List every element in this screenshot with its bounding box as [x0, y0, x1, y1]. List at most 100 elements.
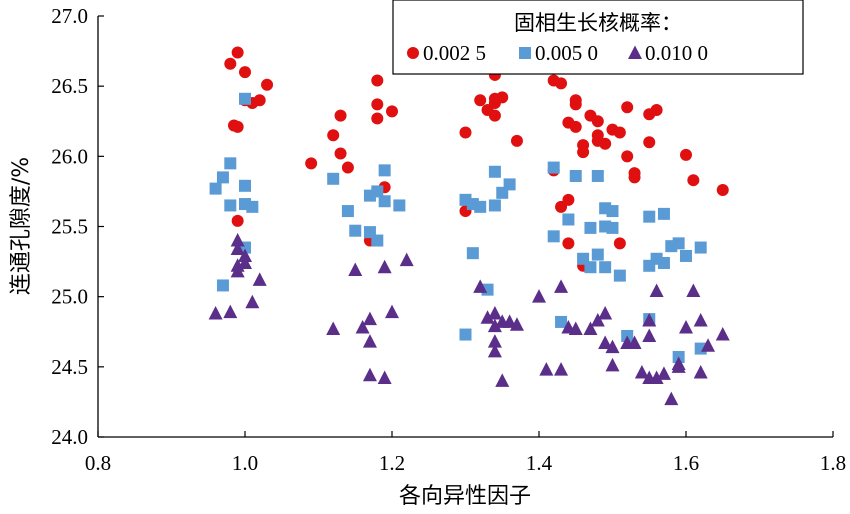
series-square — [209, 92, 707, 364]
data-point-square — [466, 247, 479, 260]
data-point-circle — [621, 150, 634, 163]
data-point-circle — [650, 104, 663, 117]
data-point-square — [577, 252, 590, 265]
x-tick-label: 0.8 — [85, 451, 111, 475]
series-circle — [224, 46, 729, 272]
data-point-square — [547, 230, 560, 243]
data-point-triangle — [487, 318, 502, 333]
data-point-square — [216, 171, 229, 184]
data-point-square — [599, 261, 612, 274]
data-point-circle — [231, 46, 244, 59]
data-point-triangle — [362, 367, 377, 382]
data-point-circle — [628, 167, 641, 180]
data-point-triangle — [362, 311, 377, 326]
y-tick-label: 24.5 — [51, 355, 88, 379]
data-point-square — [555, 315, 568, 328]
data-point-triangle — [252, 272, 267, 286]
data-point-circle — [613, 237, 626, 250]
data-point-circle — [591, 115, 604, 128]
data-point-circle — [555, 77, 568, 90]
legend-title: 固相生长核概率： — [514, 11, 682, 35]
data-point-triangle — [377, 370, 392, 385]
legend-label: 0.005 0 — [535, 41, 598, 65]
data-point-circle — [386, 105, 398, 118]
legend-marker-circle — [407, 47, 419, 59]
data-point-square — [349, 224, 362, 237]
data-point-square — [591, 248, 604, 261]
data-point-triangle — [230, 258, 245, 272]
data-point-triangle — [627, 335, 642, 349]
data-point-triangle — [348, 262, 363, 277]
data-point-triangle — [664, 391, 679, 406]
data-point-circle — [459, 126, 472, 139]
data-point-circle — [621, 101, 634, 114]
data-point-triangle — [649, 283, 664, 298]
data-point-triangle — [679, 320, 693, 334]
data-point-triangle — [693, 364, 708, 379]
x-axis-title: 各向异性因子 — [399, 484, 531, 509]
data-point-triangle — [568, 321, 583, 335]
data-point-square — [474, 200, 487, 213]
data-point-square — [591, 169, 604, 182]
data-point-circle — [474, 94, 487, 107]
y-tick-label: 27.0 — [51, 4, 88, 28]
data-point-triangle — [656, 366, 671, 380]
data-point-square — [209, 182, 222, 195]
data-point-triangle — [686, 283, 701, 298]
data-point-triangle — [355, 320, 370, 334]
data-point-square — [371, 185, 384, 198]
data-point-square — [239, 179, 251, 192]
data-point-triangle — [230, 233, 245, 247]
data-point-triangle — [238, 248, 252, 262]
data-point-square — [239, 92, 251, 105]
legend-label: 0.002 5 — [423, 41, 486, 65]
data-point-triangle — [642, 313, 657, 327]
data-point-triangle — [642, 328, 657, 342]
data-point-triangle — [583, 321, 598, 335]
data-point-square — [503, 178, 516, 191]
data-point-triangle — [487, 343, 502, 358]
data-point-triangle — [480, 310, 495, 324]
data-point-triangle — [385, 304, 399, 319]
data-point-circle — [562, 193, 575, 206]
y-tick-label: 24.0 — [51, 425, 88, 449]
data-point-triangle — [605, 357, 620, 372]
data-point-circle — [716, 184, 729, 197]
data-point-triangle — [245, 294, 260, 309]
data-point-circle — [613, 126, 626, 139]
data-point-triangle — [487, 306, 502, 320]
data-point-circle — [231, 120, 244, 133]
data-point-triangle — [509, 317, 524, 331]
x-tick-label: 1.8 — [820, 451, 846, 475]
data-points — [208, 46, 730, 406]
data-point-square — [584, 221, 597, 234]
data-point-circle — [680, 148, 692, 161]
y-tick-label: 25.0 — [51, 285, 88, 309]
legend-entries: 0.002 5 0.005 0 0.010 0 — [407, 41, 708, 65]
data-point-circle — [562, 237, 575, 250]
data-point-circle — [371, 98, 384, 111]
plot-area: 0.8 1.0 1.2 1.4 1.6 1.8 24.024.525.025.526.02… — [51, 4, 846, 475]
legend-marker-triangle — [628, 45, 642, 59]
data-point-square — [613, 269, 626, 282]
data-point-circle — [510, 134, 523, 147]
data-point-triangle — [642, 370, 657, 385]
data-point-square — [224, 157, 237, 170]
data-point-circle — [577, 146, 590, 159]
data-point-triangle — [590, 313, 605, 327]
data-point-circle — [239, 66, 251, 79]
y-tick-label: 26.5 — [51, 74, 88, 98]
data-point-triangle — [554, 362, 569, 376]
data-point-square — [371, 234, 384, 247]
series-triangle — [208, 233, 730, 406]
data-point-square — [643, 210, 656, 223]
x-tick-label: 1.4 — [526, 451, 553, 475]
data-point-square — [488, 199, 501, 212]
data-point-triangle — [715, 327, 730, 341]
x-tick-label: 1.2 — [379, 451, 405, 475]
data-point-triangle — [598, 335, 613, 349]
data-point-square — [694, 241, 707, 254]
data-point-circle — [224, 57, 237, 70]
data-point-circle — [496, 91, 509, 104]
data-point-square — [216, 279, 229, 292]
